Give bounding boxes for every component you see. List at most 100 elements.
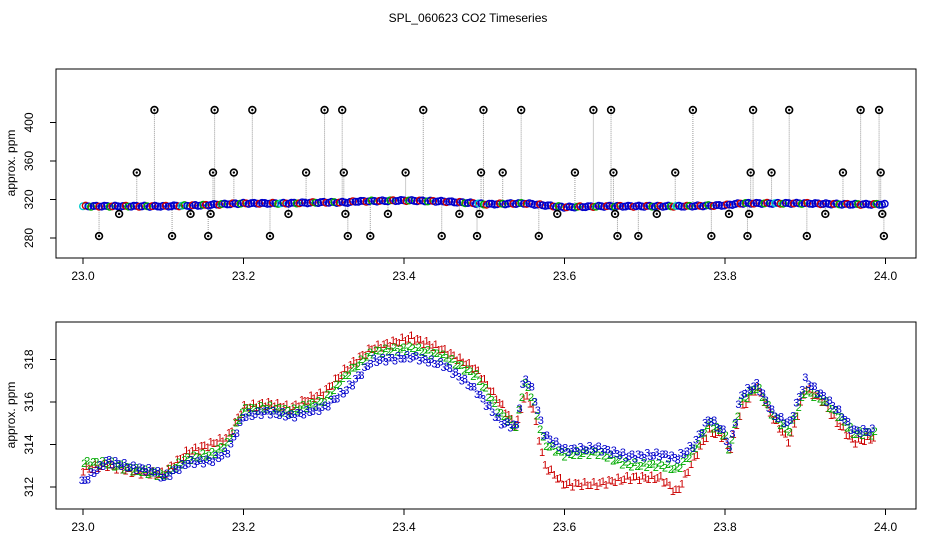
series-3-point: 3 (328, 395, 334, 407)
series-3-point: 3 (647, 451, 653, 463)
baseline-point (282, 199, 291, 208)
series-2-point: 2 (726, 445, 732, 457)
series-1-point: 1 (165, 463, 171, 475)
series-2-point: 2 (285, 406, 291, 418)
baseline-point (530, 200, 539, 209)
spike-point (210, 105, 219, 115)
series-2-point: 2 (543, 441, 549, 453)
series-3-point: 3 (246, 407, 252, 419)
series-1-point: 1 (855, 433, 861, 445)
spike-point (94, 231, 104, 241)
spike-point-core (369, 234, 372, 238)
spike-point (746, 168, 755, 177)
series-1-point: 1 (858, 435, 864, 447)
series-1-point: 1 (472, 363, 478, 375)
series-3-point: 3 (517, 403, 523, 415)
series-2-point: 2 (735, 411, 741, 423)
series-1-point: 1 (685, 467, 691, 479)
series-3-point: 3 (623, 452, 629, 464)
spike-point (606, 105, 616, 115)
series-3-point: 3 (237, 417, 243, 429)
series-3-point: 3 (662, 449, 668, 461)
series-3-point: 3 (191, 459, 197, 471)
series-3-point: 3 (133, 465, 139, 477)
series-3-point: 3 (361, 362, 367, 374)
series-2-point: 2 (273, 403, 279, 415)
spike-point-core (655, 212, 658, 216)
series-2-point: 2 (844, 423, 850, 435)
spike-point-core (859, 108, 862, 112)
series-3-point: 3 (471, 381, 477, 393)
series-2-point: 2 (482, 383, 488, 395)
series-2-point: 2 (644, 462, 650, 474)
series-1-point: 1 (375, 339, 381, 351)
series-3-point: 3 (659, 449, 665, 461)
series-2-point: 2 (534, 410, 540, 422)
series-3-point: 3 (112, 456, 118, 468)
series-3-point: 3 (559, 444, 565, 456)
series-2-point: 2 (507, 414, 513, 426)
series-1-point: 1 (189, 445, 195, 457)
series-3-point: 3 (763, 395, 769, 407)
series-2-point: 2 (583, 446, 589, 458)
baseline-point (316, 198, 325, 207)
spike-point-core (323, 108, 326, 112)
series-3-point: 3 (152, 467, 158, 479)
series-2-point: 2 (233, 417, 239, 429)
series-1-point: 1 (670, 486, 676, 498)
series-1-point: 1 (104, 462, 110, 474)
series-1-point: 1 (381, 339, 387, 351)
series-1-point: 1 (639, 470, 645, 482)
series-2-point: 2 (409, 343, 415, 355)
spike-point (874, 105, 884, 115)
series-1-point: 1 (870, 432, 876, 444)
series-3-point: 3 (425, 358, 431, 370)
series-1-point: 1 (749, 386, 755, 398)
series-2-point: 2 (616, 454, 622, 466)
series-2-point: 2 (723, 430, 729, 442)
series-1-point: 1 (168, 460, 174, 472)
series-2-point: 2 (84, 455, 90, 467)
series-3-point: 3 (213, 451, 219, 463)
series-2-point: 2 (254, 405, 260, 417)
top-panel-plot-frame (55, 68, 917, 259)
series-2-point: 2 (662, 463, 668, 475)
series-2-point: 2 (139, 467, 145, 479)
series-2-point: 2 (379, 348, 385, 360)
series-3-point: 3 (216, 453, 222, 465)
spike-point (879, 231, 889, 241)
series-1-point: 1 (496, 398, 502, 410)
series-1-point: 1 (840, 422, 846, 434)
series-3-point: 3 (596, 441, 602, 453)
series-3-point: 3 (346, 379, 352, 391)
series-1-point: 1 (98, 461, 104, 473)
series-2-point: 2 (595, 450, 601, 462)
series-1-point: 1 (153, 469, 159, 481)
series-1-point: 1 (822, 397, 828, 409)
series-1-point: 1 (466, 357, 472, 369)
series-1-point: 1 (454, 355, 460, 367)
series-2-point: 2 (449, 353, 455, 365)
series-1-point: 1 (299, 395, 305, 407)
series-1-point: 1 (673, 484, 679, 496)
series-3-point: 3 (453, 367, 459, 379)
series-3-point: 3 (678, 448, 684, 460)
series-3-point: 3 (161, 472, 167, 484)
series-2-point: 2 (428, 350, 434, 362)
series-2-point: 2 (555, 445, 561, 457)
series-2-point: 2 (683, 453, 689, 465)
series-2-point: 2 (558, 446, 564, 458)
series-3-point: 3 (94, 465, 100, 477)
series-1-point: 1 (186, 448, 192, 460)
series-1-point: 1 (481, 374, 487, 386)
spike-point-core (209, 212, 212, 216)
series-1-point: 1 (126, 463, 132, 475)
series-3-point: 3 (407, 354, 413, 366)
series-3-point: 3 (127, 462, 133, 474)
spike-point (498, 168, 507, 177)
series-3-point: 3 (772, 411, 778, 423)
series-2-point: 2 (479, 382, 485, 394)
series-1-point: 1 (256, 399, 262, 411)
series-3-point: 3 (538, 415, 544, 427)
series-2-point: 2 (677, 463, 683, 475)
